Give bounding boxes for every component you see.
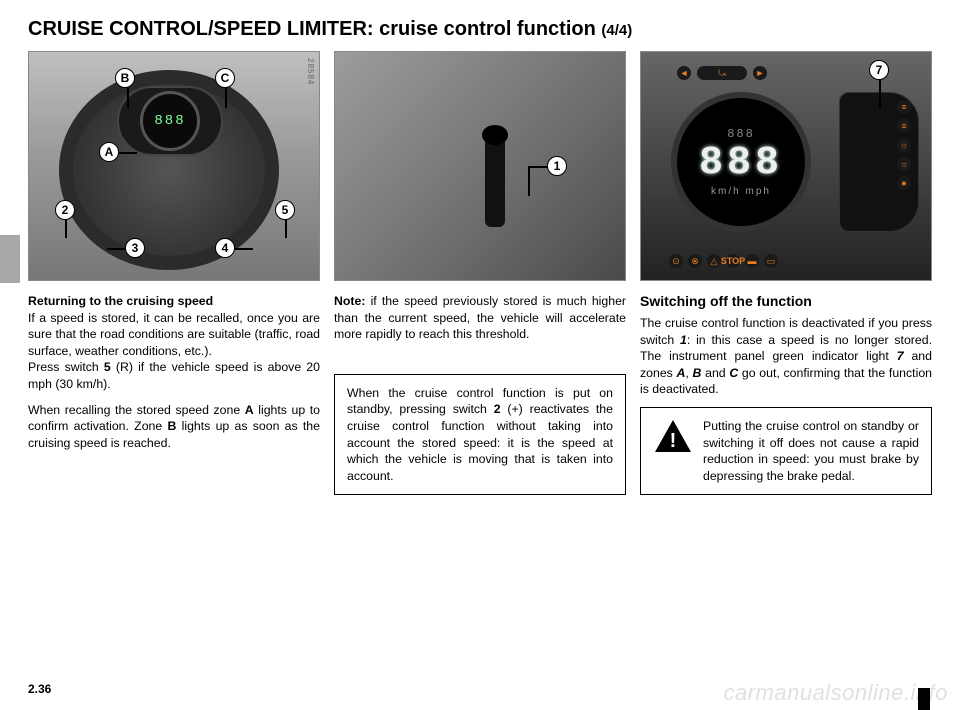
- col1-p1: If a speed is stored, it can be recalled…: [28, 311, 320, 358]
- column-3: 28575 888 888 km/h mph ◄ ⤿ ► ≡ ≡ ☼: [640, 51, 932, 531]
- column-1: 28584 888 B C A 2 5 3 4: [28, 51, 320, 531]
- column-2: 28462 1 Note: if the speed previously st…: [334, 51, 626, 531]
- side-indicator-col: ≡ ≡ ☼ ☼ ●: [897, 100, 911, 190]
- callout-line: [879, 80, 881, 108]
- speed-gauge: 888: [140, 91, 200, 151]
- standby-note-box: When the cruise control function is put …: [334, 374, 626, 496]
- page-title: CRUISE CONTROL/SPEED LIMITER: cruise con…: [28, 18, 932, 41]
- callout-line: [65, 220, 67, 238]
- warning-text: Putting the cruise control on standby or…: [703, 418, 919, 484]
- callout-line: [530, 166, 548, 168]
- col3-heading: Switching off the function: [640, 293, 932, 309]
- rearfog-icon: ☼: [897, 157, 911, 171]
- top-indicator-row: ◄ ⤿ ►: [677, 66, 767, 80]
- t: ,: [685, 366, 692, 380]
- note-text: if the speed previously stored is much h…: [334, 294, 626, 341]
- speed-digits: 888: [154, 113, 185, 129]
- image-id: 28584: [306, 58, 315, 85]
- callout-line: [235, 248, 253, 250]
- foglight-icon: ☼: [897, 138, 911, 152]
- bookmark-icon: [918, 688, 930, 710]
- col1-p3: When recalling the stored speed zone A l…: [28, 402, 320, 452]
- figure-2: 28462 1: [334, 51, 626, 281]
- callout-4: 4: [215, 238, 235, 258]
- callout-line: [107, 248, 125, 250]
- warning-triangle-icon: !: [653, 418, 693, 484]
- main-gauge: 888 888 km/h mph: [671, 92, 811, 232]
- gear-shifter-shape: [485, 137, 505, 227]
- col3-text: Switching off the function The cruise co…: [640, 281, 932, 407]
- t: A: [245, 403, 254, 417]
- callout-1: 1: [547, 156, 567, 176]
- watermark: carmanualsonline.info: [723, 680, 948, 706]
- instrument-cluster: 888: [117, 86, 223, 156]
- lowbeam-icon: ≡: [897, 119, 911, 133]
- callout-3: 3: [125, 238, 145, 258]
- note-label: Note:: [334, 294, 365, 308]
- manual-page: CRUISE CONTROL/SPEED LIMITER: cruise con…: [0, 0, 960, 710]
- page-number: 2.36: [28, 682, 51, 696]
- t: When recalling the stored speed zone: [28, 403, 245, 417]
- col1-h1: Returning to the cruising speed: [28, 294, 213, 308]
- callout-line: [225, 88, 227, 108]
- turn-right-icon: ►: [753, 66, 767, 80]
- col3-p1: The cruise control function is deactivat…: [640, 315, 932, 398]
- title-part: (4/4): [601, 22, 632, 39]
- figure-1: 28584 888 B C A 2 5 3 4: [28, 51, 320, 281]
- callout-C: C: [215, 68, 235, 88]
- callout-line: [528, 166, 530, 196]
- warning-icon: △: [707, 254, 721, 268]
- t: and: [701, 366, 729, 380]
- t: 2: [494, 402, 501, 416]
- col1-heading-line: Returning to the cruising speed If a spe…: [28, 293, 320, 393]
- unit-label: km/h mph: [711, 186, 771, 197]
- airbag-icon: ⊙: [669, 254, 683, 268]
- callout-B: B: [115, 68, 135, 88]
- svg-text:!: !: [670, 430, 677, 452]
- oil-icon: ▬: [745, 254, 759, 268]
- big-digits: 888: [699, 141, 783, 186]
- battery-icon: ▭: [764, 254, 778, 268]
- small-digits: 888: [727, 127, 755, 141]
- col2-text: Note: if the speed previously stored is …: [334, 293, 626, 352]
- callout-line: [119, 152, 137, 154]
- highbeam-icon: ≡: [897, 100, 911, 114]
- cruise-icon: ⤿: [697, 66, 747, 80]
- t: C: [729, 366, 738, 380]
- t: 1: [680, 333, 687, 347]
- callout-5: 5: [275, 200, 295, 220]
- position-icon: ●: [897, 176, 911, 190]
- turn-left-icon: ◄: [677, 66, 691, 80]
- col1-p2a: Press switch: [28, 360, 104, 374]
- stop-indicator: STOP: [726, 254, 740, 268]
- figure-3: 28575 888 888 km/h mph ◄ ⤿ ► ≡ ≡ ☼: [640, 51, 932, 281]
- col1-p2b: 5: [104, 360, 111, 374]
- section-tab: [0, 235, 20, 283]
- warning-box: ! Putting the cruise control on standby …: [640, 407, 932, 495]
- col1-text: Returning to the cruising speed If a spe…: [28, 293, 320, 460]
- col2-note: Note: if the speed previously stored is …: [334, 293, 626, 343]
- title-main: CRUISE CONTROL/SPEED LIMITER: cruise con…: [28, 18, 601, 40]
- center-console-shape: [335, 52, 625, 280]
- seatbelt-icon: ⊗: [688, 254, 702, 268]
- t: 7: [897, 349, 904, 363]
- bottom-indicator-row: ⊙ ⊗ △ STOP ▬ ▭: [669, 254, 778, 268]
- callout-2: 2: [55, 200, 75, 220]
- callout-line: [127, 88, 129, 108]
- callout-A: A: [99, 142, 119, 162]
- callout-7: 7: [869, 60, 889, 80]
- callout-line: [285, 220, 287, 238]
- columns: 28584 888 B C A 2 5 3 4: [28, 51, 932, 531]
